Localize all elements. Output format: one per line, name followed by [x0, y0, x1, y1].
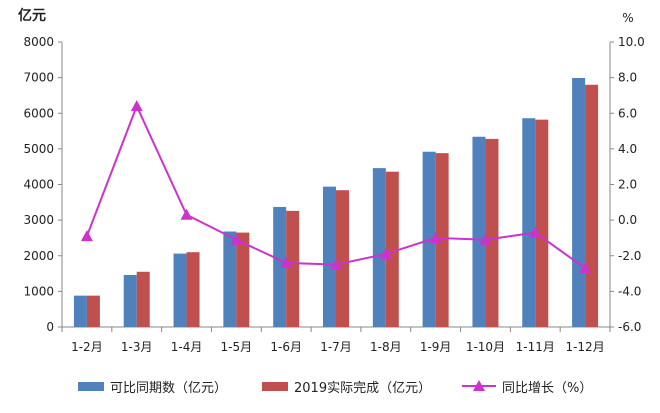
- bar-actual: [236, 232, 250, 327]
- legend-label: 同比增长（%）: [502, 380, 593, 396]
- legend: 可比同期数（亿元） 2019实际完成（亿元） 同比增长（%）: [0, 374, 660, 398]
- x-tick-label: 1-7月: [320, 340, 352, 354]
- right-tick-label: -4.0: [618, 284, 641, 298]
- left-tick-label: 0: [46, 320, 54, 334]
- bar-comparable: [323, 186, 336, 327]
- legend-swatch-blue: [78, 381, 104, 391]
- bars: [73, 77, 599, 327]
- bar-actual: [585, 84, 599, 327]
- legend-item-bar-1: 可比同期数（亿元）: [78, 374, 227, 398]
- legend-item-line: 同比增长（%）: [462, 374, 592, 398]
- bar-comparable: [223, 231, 237, 327]
- left-tick-label: 4000: [23, 178, 54, 192]
- growth-point-marker: [230, 233, 243, 245]
- bar-comparable: [572, 77, 586, 327]
- x-tick-label: 1-3月: [121, 340, 153, 354]
- x-tick-label: 1-6月: [270, 340, 302, 354]
- legend-swatch-line: [462, 380, 496, 392]
- growth-point-marker: [330, 258, 342, 270]
- bar-comparable: [73, 295, 87, 327]
- right-tick-label: 4.0: [618, 142, 637, 156]
- legend-label: 2019实际完成（亿元）: [294, 380, 432, 396]
- x-tick-label: 1-10月: [466, 340, 505, 354]
- bar-actual: [186, 252, 200, 327]
- right-tick-label: -6.0: [618, 320, 641, 334]
- growth-point-marker: [579, 262, 592, 274]
- right-tick-label: -2.0: [618, 249, 641, 263]
- right-tick-label: 2.0: [618, 178, 637, 192]
- right-tick-label: 0.0: [618, 213, 637, 227]
- growth-line: [80, 100, 592, 274]
- bar-comparable: [472, 136, 486, 327]
- left-tick-label: 8000: [23, 35, 54, 49]
- left-tick-label: 5000: [23, 142, 54, 156]
- right-tick-label: 6.0: [618, 106, 637, 120]
- bar-actual: [336, 190, 349, 327]
- growth-point-marker: [80, 230, 93, 242]
- bar-comparable: [522, 118, 536, 327]
- bar-actual: [535, 119, 549, 327]
- x-tick-label: 1-5月: [221, 340, 253, 354]
- right-tick-label: 10.0: [618, 35, 645, 49]
- legend-item-bar-2: 2019实际完成（亿元）: [262, 374, 431, 398]
- x-tick-label: 1-8月: [370, 340, 402, 354]
- bar-actual: [485, 138, 499, 327]
- bar-actual: [435, 153, 449, 327]
- bar-actual: [136, 271, 150, 327]
- bar-comparable: [173, 253, 187, 327]
- x-tick-label: 1-2月: [71, 340, 103, 354]
- left-tick-label: 6000: [23, 106, 54, 120]
- bar-comparable: [372, 168, 386, 327]
- left-tick-label: 7000: [23, 71, 54, 85]
- legend-label: 可比同期数（亿元）: [110, 380, 228, 396]
- bar-actual: [86, 295, 100, 327]
- x-tick-label: 1-9月: [420, 340, 452, 354]
- growth-point-marker: [529, 226, 542, 238]
- growth-point-marker: [479, 233, 492, 245]
- growth-point-marker: [180, 208, 193, 220]
- combo-chart: 亿元 % 0 1000 2000 3000 4000 5000 6000 7000 8000 -6…: [18, 7, 645, 354]
- bar-comparable: [123, 274, 137, 327]
- right-axis-unit: %: [622, 11, 633, 25]
- x-tick-label: 1-12月: [565, 340, 604, 354]
- left-tick-label: 2000: [23, 249, 54, 263]
- growth-point-marker: [379, 247, 392, 259]
- x-tick-label: 1-11月: [516, 340, 555, 354]
- left-tick-label: 3000: [23, 213, 54, 227]
- left-tick-label: 1000: [23, 284, 54, 298]
- growth-point-marker: [130, 100, 143, 112]
- axes: 0 1000 2000 3000 4000 5000 6000 7000 8000 -6.0 -4.…: [23, 35, 644, 354]
- growth-point-marker: [429, 231, 442, 243]
- bar-actual: [286, 210, 300, 327]
- bar-comparable: [273, 206, 287, 327]
- x-tick-label: 1-4月: [171, 340, 203, 354]
- bar-actual: [385, 171, 399, 327]
- left-axis-unit: 亿元: [18, 7, 46, 24]
- growth-point-marker: [280, 256, 293, 268]
- legend-swatch-red: [262, 381, 288, 391]
- right-tick-label: 8.0: [618, 71, 637, 85]
